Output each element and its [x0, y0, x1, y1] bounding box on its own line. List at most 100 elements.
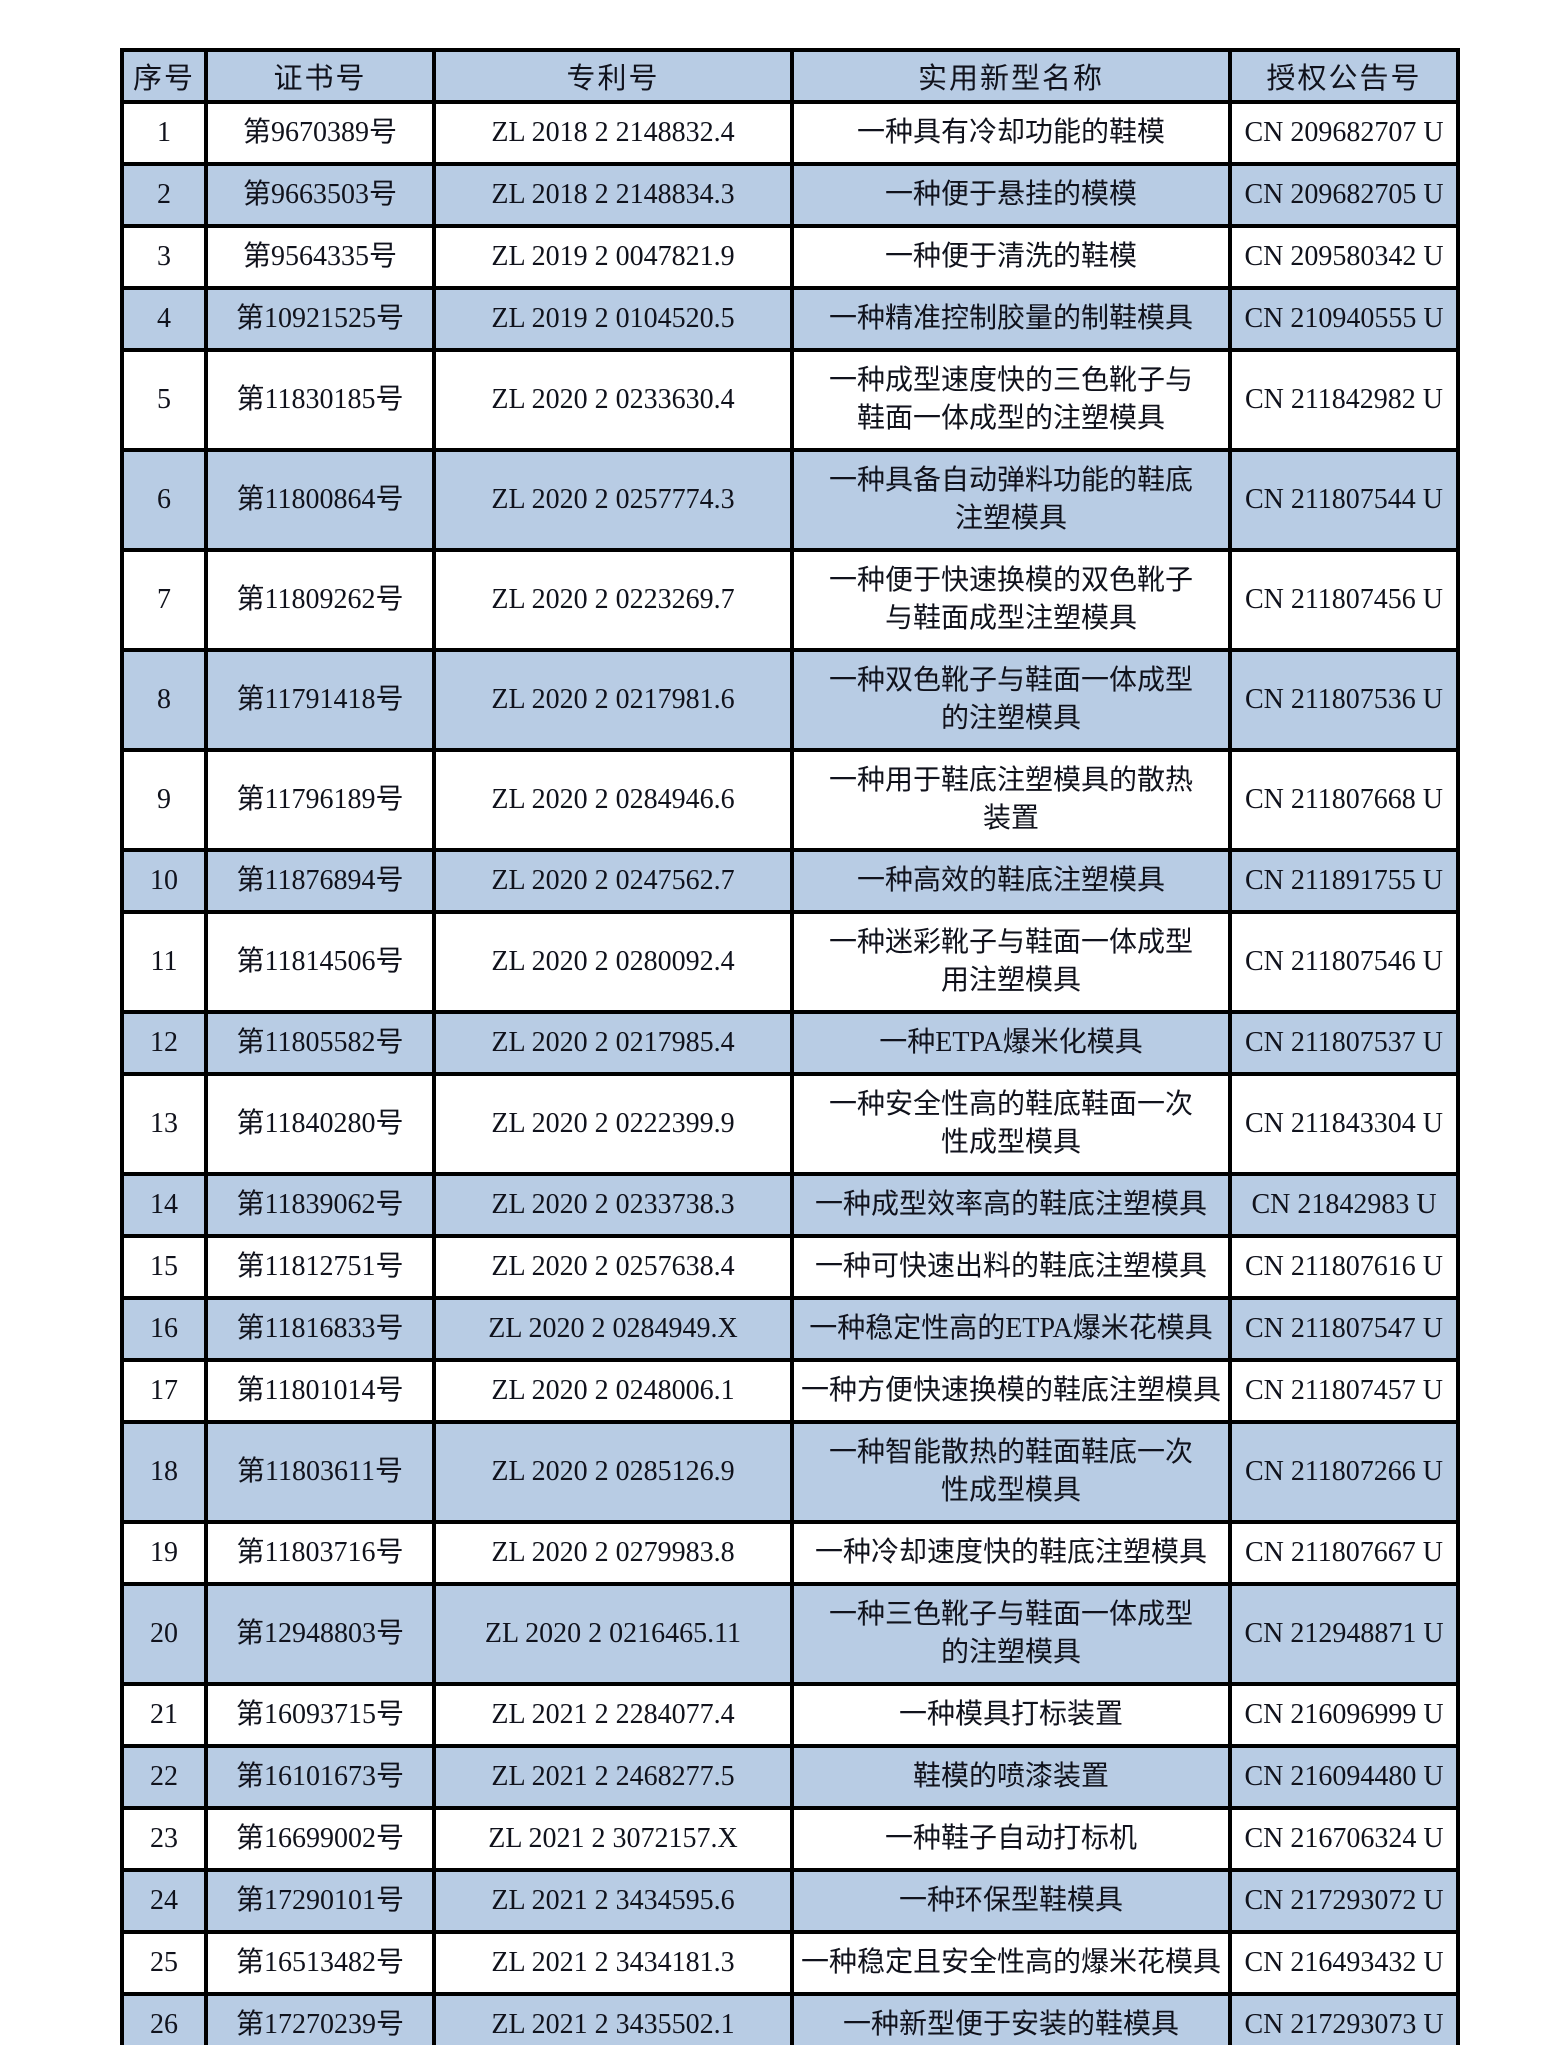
cell-patent: ZL 2020 2 0247562.7 — [432, 848, 794, 914]
cell-patent: ZL 2020 2 0217985.4 — [432, 1010, 794, 1076]
cell-cert: 第9670389号 — [204, 100, 436, 166]
cell-patent: ZL 2020 2 0285126.9 — [432, 1420, 794, 1524]
cell-pub: CN 211842982 U — [1228, 348, 1460, 452]
cell-no: 17 — [120, 1358, 208, 1424]
header-cell-pub: 授权公告号 — [1228, 48, 1460, 104]
cell-pub: CN 211891755 U — [1228, 848, 1460, 914]
table-row: 17 第11801014号 ZL 2020 2 0248006.1 一种方便快速换模的… — [120, 1358, 1460, 1424]
cell-cert: 第11876894号 — [204, 848, 436, 914]
cell-patent: ZL 2020 2 0223269.7 — [432, 548, 794, 652]
cell-no: 8 — [120, 648, 208, 752]
cell-cert: 第12948803号 — [204, 1582, 436, 1686]
cell-name: 一种具有冷却功能的鞋模 — [790, 100, 1232, 166]
cell-cert: 第11800864号 — [204, 448, 436, 552]
cell-no: 12 — [120, 1010, 208, 1076]
cell-name: 一种ETPA爆米化模具 — [790, 1010, 1232, 1076]
cell-patent: ZL 2021 2 2468277.5 — [432, 1744, 794, 1810]
cell-pub: CN 211807667 U — [1228, 1520, 1460, 1586]
table-row: 16 第11816833号 ZL 2020 2 0284949.X 一种稳定性高的ET… — [120, 1296, 1460, 1362]
cell-cert: 第11812751号 — [204, 1234, 436, 1300]
cell-no: 25 — [120, 1930, 208, 1996]
cell-cert: 第11803716号 — [204, 1520, 436, 1586]
cell-cert: 第10921525号 — [204, 286, 436, 352]
cell-pub: CN 217293073 U — [1228, 1992, 1460, 2045]
cell-patent: ZL 2020 2 0257638.4 — [432, 1234, 794, 1300]
cell-no: 15 — [120, 1234, 208, 1300]
cell-name: 一种双色靴子与鞋面一体成型 的注塑模具 — [790, 648, 1232, 752]
table-header: 序号 证书号 专利号 实用新型名称 授权公告号 — [120, 48, 1460, 104]
table-row: 3 第9564335号 ZL 2019 2 0047821.9 一种便于清洗的鞋模 CN… — [120, 224, 1460, 290]
cell-name: 一种鞋子自动打标机 — [790, 1806, 1232, 1872]
table-row: 23 第16699002号 ZL 2021 2 3072157.X 一种鞋子自动打标机… — [120, 1806, 1460, 1872]
cell-pub: CN 211807536 U — [1228, 648, 1460, 752]
cell-cert: 第16513482号 — [204, 1930, 436, 1996]
cell-name: 鞋模的喷漆装置 — [790, 1744, 1232, 1810]
table-row: 11 第11814506号 ZL 2020 2 0280092.4 一种迷彩靴子与鞋面… — [120, 910, 1460, 1014]
table-row: 1 第9670389号 ZL 2018 2 2148832.4 一种具有冷却功能的鞋模… — [120, 100, 1460, 166]
table-row: 19 第11803716号 ZL 2020 2 0279983.8 一种冷却速度快的鞋… — [120, 1520, 1460, 1586]
header-cell-patent: 专利号 — [432, 48, 794, 104]
cell-patent: ZL 2021 2 3435502.1 — [432, 1992, 794, 2045]
cell-name: 一种高效的鞋底注塑模具 — [790, 848, 1232, 914]
cell-cert: 第17270239号 — [204, 1992, 436, 2045]
cell-no: 7 — [120, 548, 208, 652]
cell-name: 一种环保型鞋模具 — [790, 1868, 1232, 1934]
cell-cert: 第9564335号 — [204, 224, 436, 290]
cell-cert: 第11814506号 — [204, 910, 436, 1014]
cell-patent: ZL 2021 2 3072157.X — [432, 1806, 794, 1872]
cell-no: 20 — [120, 1582, 208, 1686]
cell-pub: CN 209682707 U — [1228, 100, 1460, 166]
cell-cert: 第9663503号 — [204, 162, 436, 228]
cell-cert: 第11805582号 — [204, 1010, 436, 1076]
cell-cert: 第11839062号 — [204, 1172, 436, 1238]
cell-name: 一种新型便于安装的鞋模具 — [790, 1992, 1232, 2045]
table-row: 24 第17290101号 ZL 2021 2 3434595.6 一种环保型鞋模具 C… — [120, 1868, 1460, 1934]
cell-patent: ZL 2020 2 0284946.6 — [432, 748, 794, 852]
cell-pub: CN 216493432 U — [1228, 1930, 1460, 1996]
cell-no: 9 — [120, 748, 208, 852]
cell-pub: CN 211843304 U — [1228, 1072, 1460, 1176]
cell-pub: CN 216096999 U — [1228, 1682, 1460, 1748]
cell-name: 一种冷却速度快的鞋底注塑模具 — [790, 1520, 1232, 1586]
cell-patent: ZL 2020 2 0248006.1 — [432, 1358, 794, 1424]
cell-patent: ZL 2020 2 0257774.3 — [432, 448, 794, 552]
cell-cert: 第17290101号 — [204, 1868, 436, 1934]
header-cell-name: 实用新型名称 — [790, 48, 1232, 104]
header-row: 序号 证书号 专利号 实用新型名称 授权公告号 — [120, 48, 1460, 104]
table-row: 10 第11876894号 ZL 2020 2 0247562.7 一种高效的鞋底注塑… — [120, 848, 1460, 914]
cell-no: 16 — [120, 1296, 208, 1362]
cell-patent: ZL 2020 2 0284949.X — [432, 1296, 794, 1362]
cell-name: 一种精准控制胶量的制鞋模具 — [790, 286, 1232, 352]
table-row: 20 第12948803号 ZL 2020 2 0216465.11 一种三色靴子与鞋… — [120, 1582, 1460, 1686]
cell-cert: 第11816833号 — [204, 1296, 436, 1362]
cell-no: 2 — [120, 162, 208, 228]
cell-pub: CN 211807546 U — [1228, 910, 1460, 1014]
cell-patent: ZL 2021 2 2284077.4 — [432, 1682, 794, 1748]
cell-patent: ZL 2020 2 0279983.8 — [432, 1520, 794, 1586]
cell-name: 一种安全性高的鞋底鞋面一次 性成型模具 — [790, 1072, 1232, 1176]
table-row: 25 第16513482号 ZL 2021 2 3434181.3 一种稳定且安全性高… — [120, 1930, 1460, 1996]
table-row: 12 第11805582号 ZL 2020 2 0217985.4 一种ETPA爆米化… — [120, 1010, 1460, 1076]
cell-name: 一种便于清洗的鞋模 — [790, 224, 1232, 290]
header-cell-cert: 证书号 — [204, 48, 436, 104]
table-row: 6 第11800864号 ZL 2020 2 0257774.3 一种具备自动弹料功能… — [120, 448, 1460, 552]
cell-cert: 第11840280号 — [204, 1072, 436, 1176]
cell-name: 一种三色靴子与鞋面一体成型 的注塑模具 — [790, 1582, 1232, 1686]
cell-no: 14 — [120, 1172, 208, 1238]
table-row: 26 第17270239号 ZL 2021 2 3435502.1 一种新型便于安装的… — [120, 1992, 1460, 2045]
cell-no: 6 — [120, 448, 208, 552]
cell-pub: CN 211807668 U — [1228, 748, 1460, 852]
cell-pub: CN 211807544 U — [1228, 448, 1460, 552]
cell-pub: CN 209682705 U — [1228, 162, 1460, 228]
cell-cert: 第11830185号 — [204, 348, 436, 452]
cell-no: 11 — [120, 910, 208, 1014]
cell-patent: ZL 2019 2 0104520.5 — [432, 286, 794, 352]
table-row: 2 第9663503号 ZL 2018 2 2148834.3 一种便于悬挂的模模 CN… — [120, 162, 1460, 228]
cell-name: 一种可快速出料的鞋底注塑模具 — [790, 1234, 1232, 1300]
cell-pub: CN 217293072 U — [1228, 1868, 1460, 1934]
cell-cert: 第11803611号 — [204, 1420, 436, 1524]
table-row: 21 第16093715号 ZL 2021 2 2284077.4 一种模具打标装置 C… — [120, 1682, 1460, 1748]
cell-patent: ZL 2020 2 0233630.4 — [432, 348, 794, 452]
cell-name: 一种稳定性高的ETPA爆米花模具 — [790, 1296, 1232, 1362]
cell-pub: CN 211807547 U — [1228, 1296, 1460, 1362]
